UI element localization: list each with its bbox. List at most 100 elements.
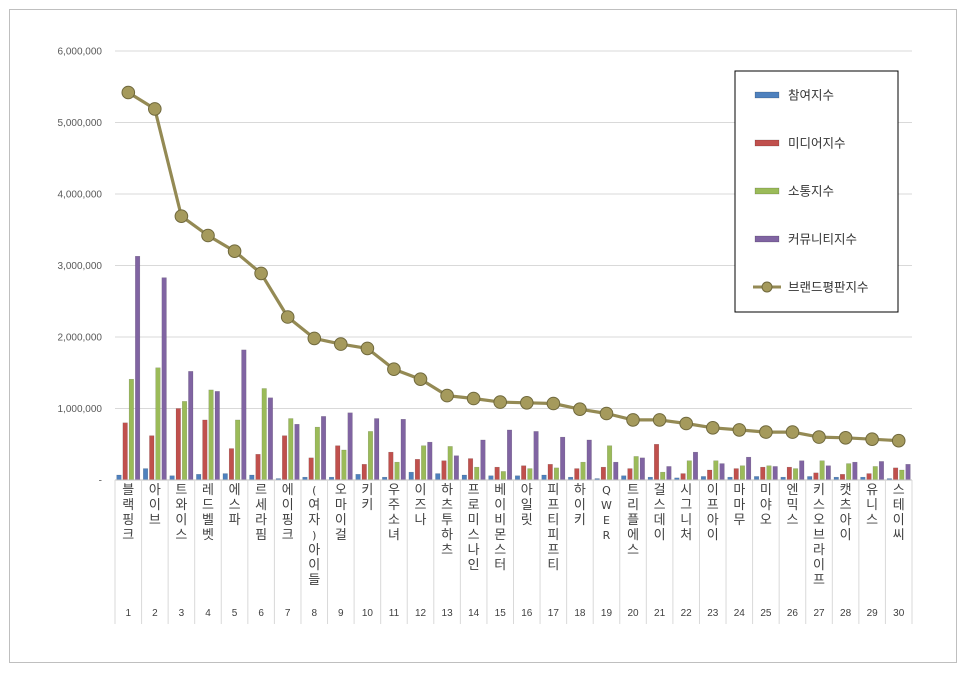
rank-label: 29	[867, 608, 879, 619]
rank-label: 21	[654, 608, 666, 619]
series-point	[148, 102, 162, 116]
bar	[355, 474, 361, 481]
bar	[819, 460, 825, 481]
bar	[335, 445, 341, 481]
rank-label: 6	[258, 608, 264, 619]
series-point	[280, 310, 295, 324]
bar	[388, 451, 394, 481]
bar	[872, 466, 878, 481]
bar	[600, 466, 606, 481]
legend-swatch	[754, 91, 780, 99]
rank-label: 28	[840, 608, 852, 619]
bar	[214, 391, 220, 481]
bar	[208, 389, 214, 481]
bar	[560, 436, 566, 481]
bar	[394, 461, 400, 481]
series-point	[865, 432, 879, 447]
bar	[161, 277, 167, 481]
series-point	[546, 396, 561, 411]
rank-label: 16	[521, 608, 533, 619]
rank-label: 20	[627, 608, 639, 619]
bar	[813, 472, 819, 481]
bar	[733, 468, 739, 481]
series-point	[201, 228, 215, 243]
bar	[361, 464, 367, 481]
legend-label: 커뮤니티지수	[788, 232, 857, 247]
bar	[574, 468, 580, 481]
bar	[255, 454, 261, 481]
rank-label: 10	[362, 608, 374, 619]
series-point	[227, 244, 242, 258]
bar	[533, 431, 539, 481]
bar	[514, 475, 520, 481]
rank-label: 9	[338, 608, 344, 619]
rank-label: 24	[734, 608, 746, 619]
rank-label: 5	[232, 608, 238, 619]
bar	[766, 465, 772, 481]
bar	[374, 418, 380, 481]
bar	[314, 426, 320, 481]
bar	[116, 474, 122, 481]
bar	[547, 464, 553, 481]
bar	[182, 401, 188, 481]
series-point	[493, 395, 508, 409]
bar	[580, 461, 586, 481]
x-tick-label: (여 자) 아 이 들	[308, 484, 320, 588]
series-point	[360, 341, 375, 356]
bar	[627, 468, 633, 481]
bar	[228, 448, 234, 481]
bar	[155, 367, 161, 481]
bar	[607, 445, 613, 481]
bar	[308, 457, 314, 481]
bar	[188, 371, 194, 481]
rank-label: 22	[681, 608, 693, 619]
legend-swatch-marker	[761, 281, 773, 293]
series-point	[732, 423, 747, 437]
bar	[846, 463, 852, 481]
chart-svg: - 1,000,000 2,000,000 3,000,000 4,000,000 5,0…	[58, 47, 913, 624]
bar	[633, 456, 639, 481]
bar	[713, 460, 719, 481]
line-layer	[121, 85, 906, 448]
series-point	[626, 413, 640, 427]
rank-label: 12	[415, 608, 427, 619]
y-tick-label: -	[99, 476, 102, 487]
rank-label: 11	[389, 608, 400, 619]
series-point	[759, 425, 773, 439]
rank-label: 4	[205, 608, 211, 619]
bar	[707, 469, 713, 481]
y-tick-label: 2,000,000	[58, 333, 103, 344]
series-point	[254, 266, 268, 281]
bar	[700, 476, 706, 481]
chart-frame: - 1,000,000 2,000,000 3,000,000 4,000,000 5,0…	[9, 9, 957, 663]
bar	[447, 446, 453, 481]
bar	[746, 456, 752, 481]
bar	[799, 460, 805, 481]
legend-swatch	[754, 187, 780, 195]
bar	[143, 468, 149, 481]
series-point	[440, 388, 454, 403]
series-point	[812, 430, 826, 444]
bar	[427, 441, 433, 481]
bar	[692, 451, 698, 481]
bar	[235, 419, 241, 481]
bar	[474, 466, 480, 481]
bar	[347, 412, 353, 481]
rank-label: 27	[813, 608, 825, 619]
bar	[294, 424, 300, 481]
bar	[527, 468, 533, 481]
series-point	[652, 413, 667, 427]
bar	[196, 474, 202, 481]
bar	[441, 460, 447, 481]
